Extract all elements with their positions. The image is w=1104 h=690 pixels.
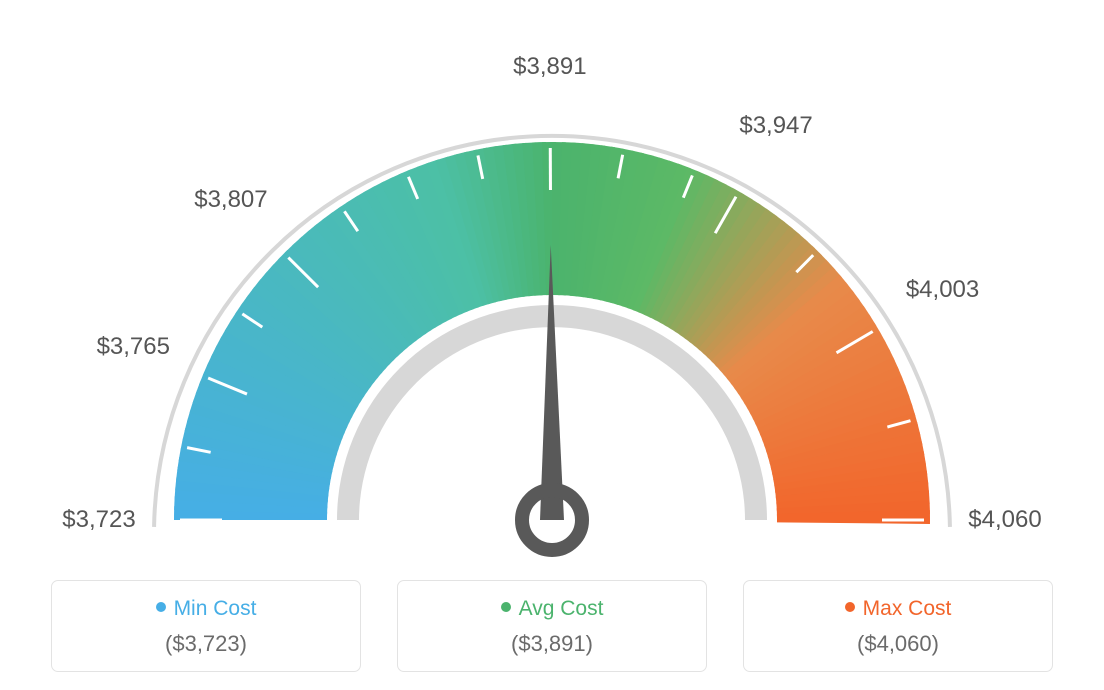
avg-cost-label: Avg Cost <box>519 597 604 620</box>
max-dot-icon <box>845 602 855 612</box>
max-cost-label: Max Cost <box>863 597 952 620</box>
summary-cards: Min Cost ($3,723) Avg Cost ($3,891) Max … <box>51 580 1053 672</box>
min-cost-value: ($3,723) <box>52 631 360 657</box>
gauge-tick-label: $3,765 <box>97 333 170 361</box>
max-cost-title: Max Cost <box>744 597 1052 621</box>
max-cost-value: ($4,060) <box>744 631 1052 657</box>
gauge-tick-label: $4,003 <box>906 276 979 304</box>
max-cost-card: Max Cost ($4,060) <box>743 580 1053 672</box>
gauge-tick-label: $3,807 <box>194 186 267 214</box>
gauge-tick-label: $3,723 <box>62 506 135 534</box>
min-dot-icon <box>156 602 166 612</box>
avg-cost-value: ($3,891) <box>398 631 706 657</box>
min-cost-title: Min Cost <box>52 597 360 621</box>
avg-cost-card: Avg Cost ($3,891) <box>397 580 707 672</box>
min-cost-card: Min Cost ($3,723) <box>51 580 361 672</box>
gauge-tick-label: $3,947 <box>739 112 812 140</box>
gauge-tick-label: $4,060 <box>968 506 1041 534</box>
gauge-tick-label: $3,891 <box>513 53 586 81</box>
avg-dot-icon <box>501 602 511 612</box>
min-cost-label: Min Cost <box>174 597 257 620</box>
gauge-chart: $3,723 $3,765 $3,807 $3,891 $3,947 $4,003 $4,0… <box>22 20 1082 570</box>
avg-cost-title: Avg Cost <box>398 597 706 621</box>
